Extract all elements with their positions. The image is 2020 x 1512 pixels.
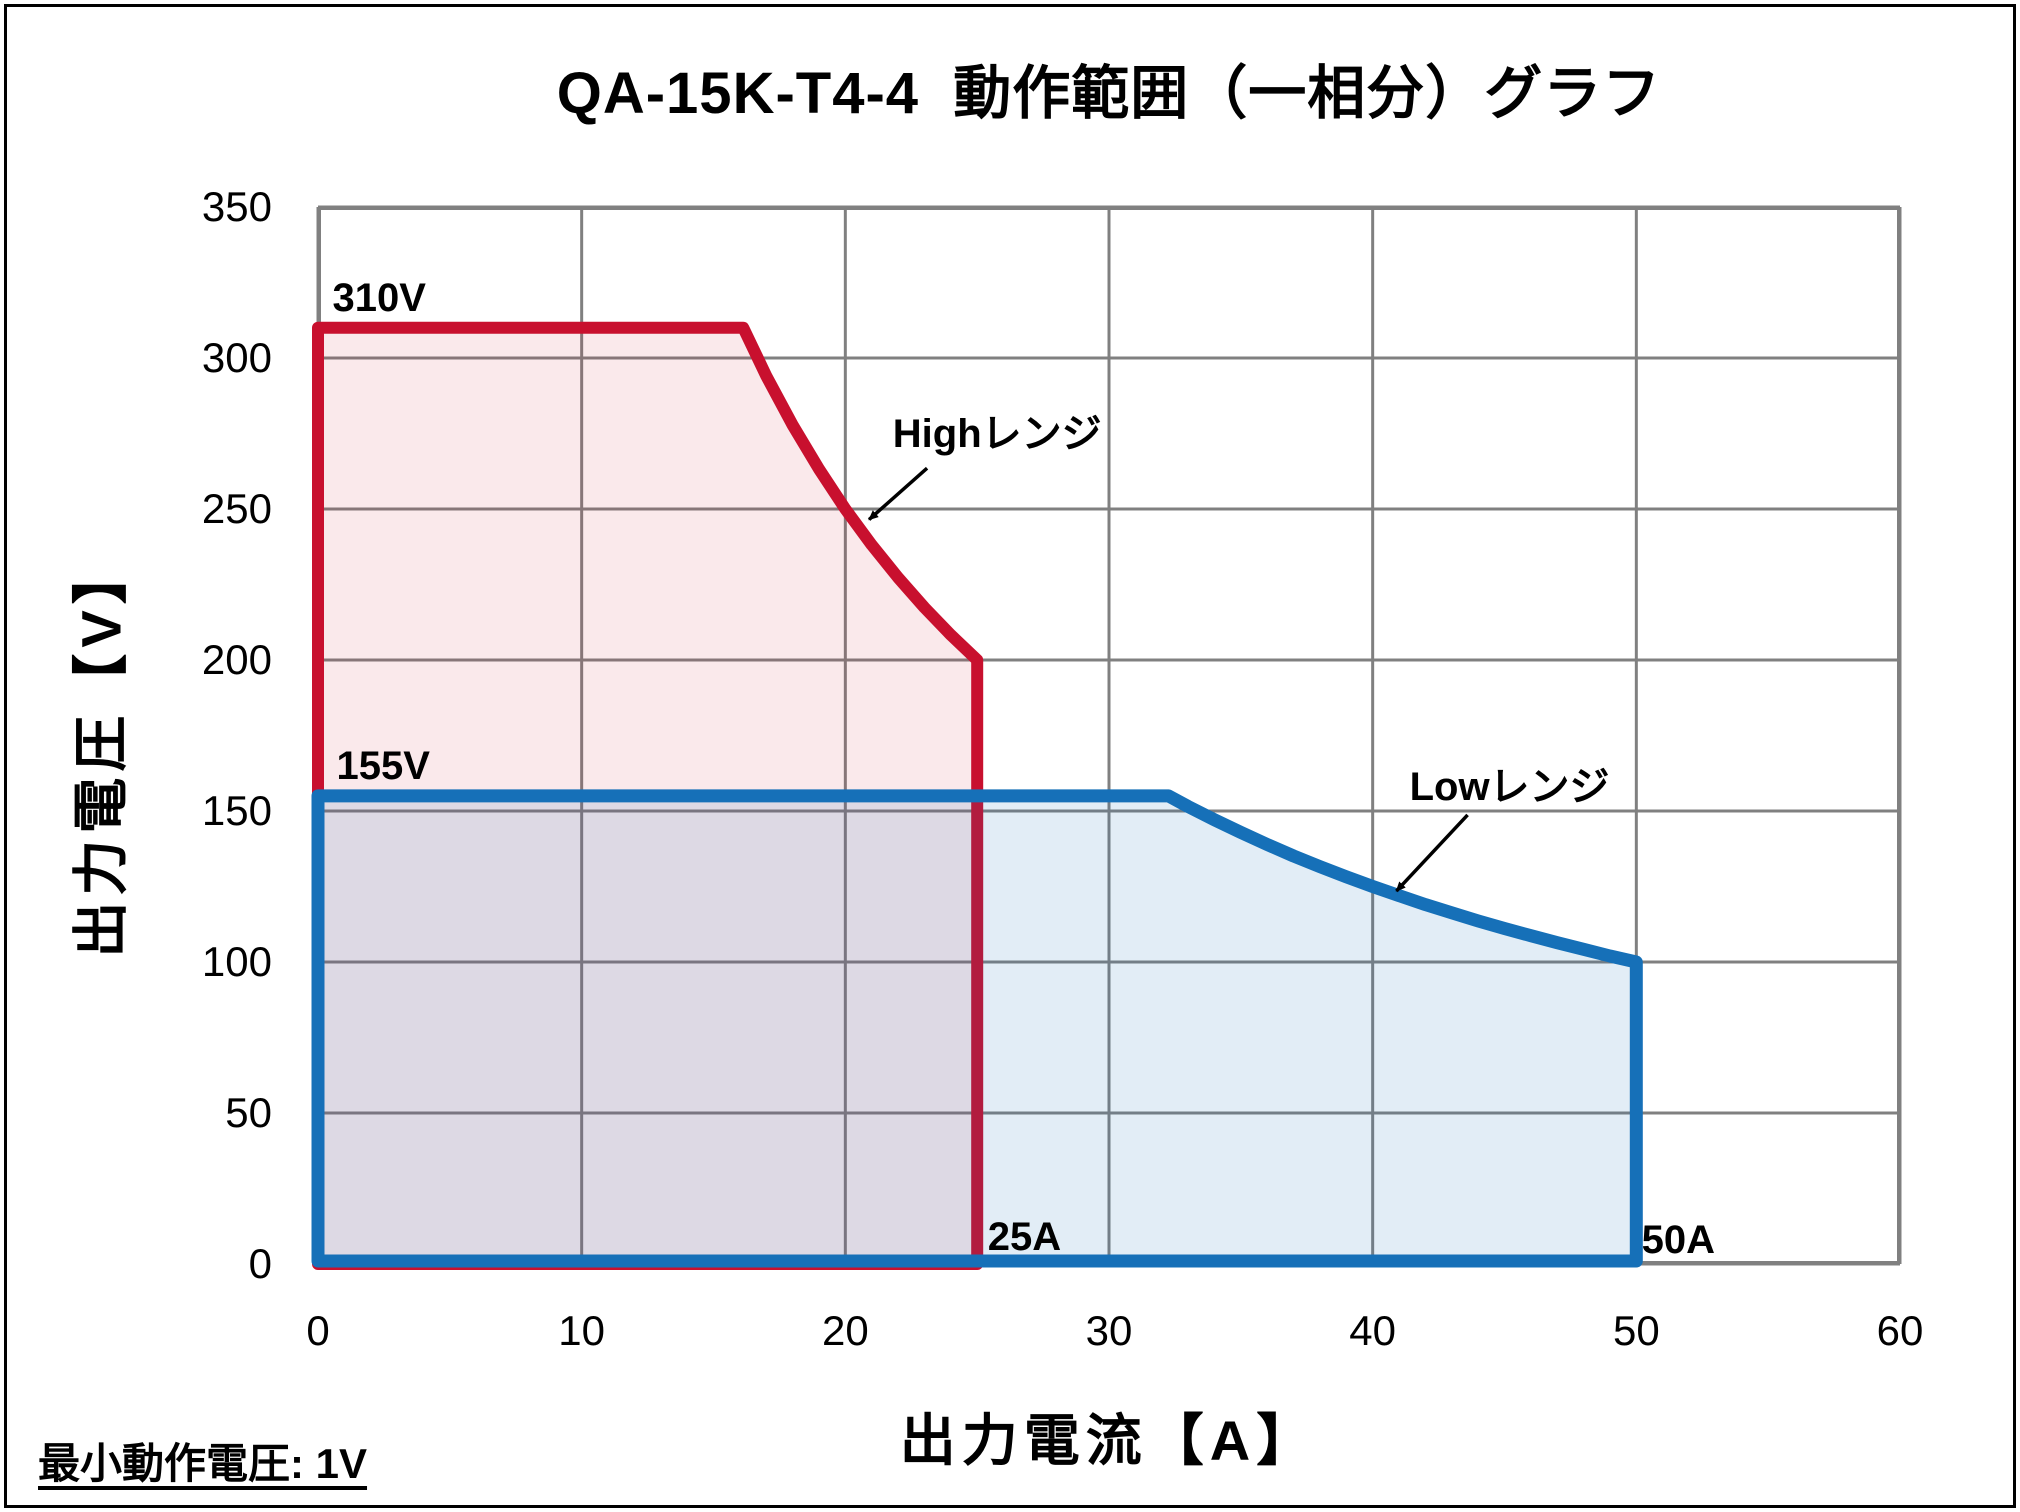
label-310v: 310V — [332, 275, 426, 320]
label-155v: 155V — [336, 743, 430, 788]
label-low-range: Lowレンジ — [1409, 764, 1610, 809]
y-tick-label: 300 — [201, 334, 272, 381]
y-axis-title: 出力電圧【V】 — [69, 542, 133, 958]
x-tick-label: 40 — [1349, 1307, 1397, 1354]
plot-region: 310V 155V Highレンジ Lowレンジ 25A 50A — [311, 205, 1902, 1270]
y-tick-label: 350 — [201, 183, 272, 230]
label-50a: 50A — [1641, 1217, 1715, 1262]
y-tick-label: 100 — [201, 938, 272, 985]
plot-area — [311, 205, 1902, 1270]
x-tick-label: 60 — [1876, 1307, 1924, 1354]
y-tick-label: 50 — [225, 1089, 272, 1136]
label-25a: 25A — [987, 1214, 1062, 1259]
x-tick-label: 20 — [821, 1307, 869, 1354]
x-tick-label: 0 — [306, 1307, 330, 1354]
x-axis-title: 出力電流【A】 — [899, 1409, 1319, 1472]
y-tick-label: 200 — [201, 636, 272, 683]
x-tick-label: 10 — [558, 1307, 606, 1354]
min-voltage-note: 最小動作電圧: 1V — [38, 1440, 368, 1487]
chart-title: QA-15K-T4-4 動作範囲（一相分）グラフ — [556, 61, 1662, 126]
y-tick-label: 0 — [248, 1240, 272, 1287]
y-tick-label: 250 — [201, 485, 272, 532]
x-tick-label: 30 — [1085, 1307, 1133, 1354]
label-high-range-arrow — [867, 466, 929, 521]
y-tick-label: 150 — [201, 787, 272, 834]
low-range-area — [311, 789, 1643, 1268]
label-high-range: Highレンジ — [892, 411, 1102, 456]
x-tick-label: 50 — [1612, 1307, 1660, 1354]
label-low-range-arrow — [1395, 813, 1469, 893]
